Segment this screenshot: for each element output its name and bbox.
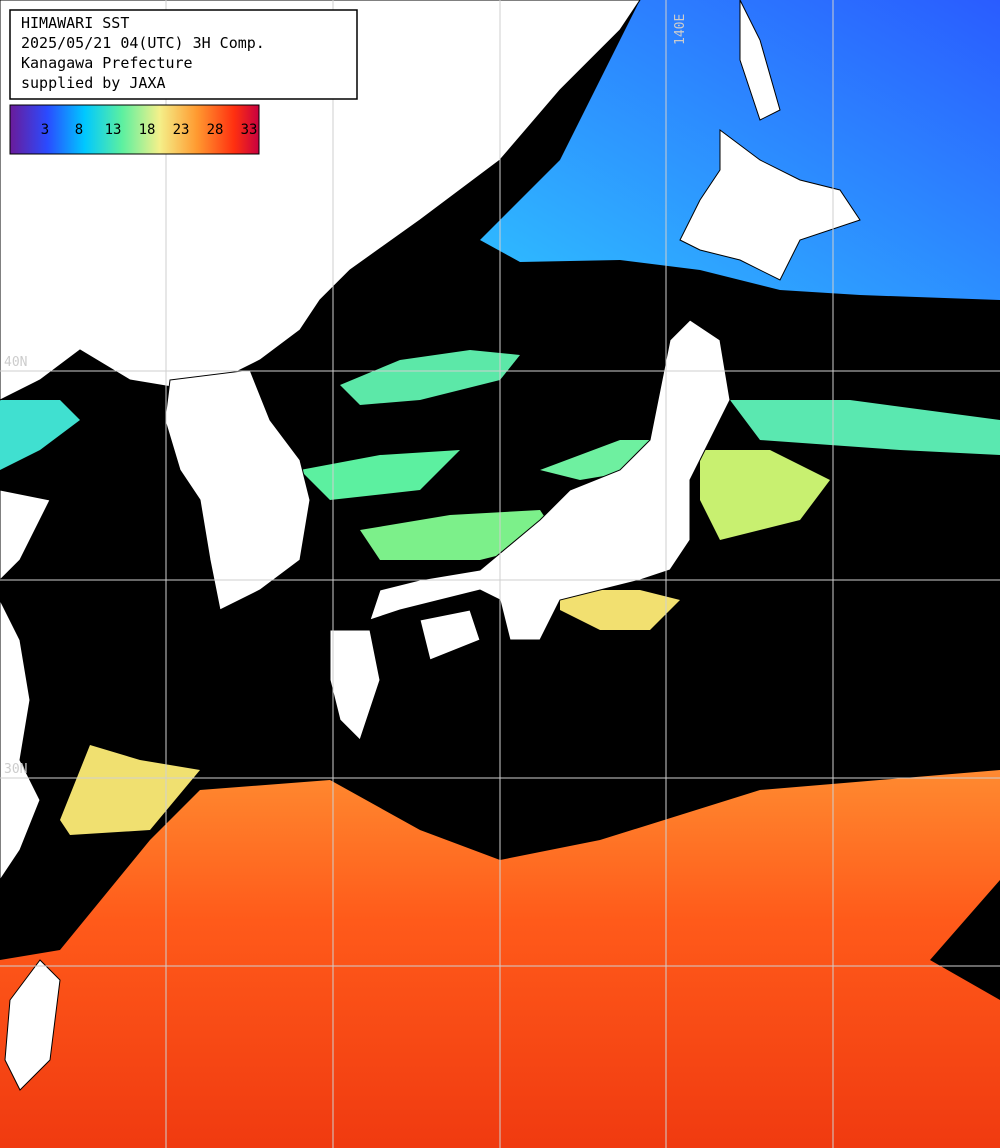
colorbar-label: 28: [207, 122, 224, 138]
sst-band: [0, 400, 80, 470]
land-shikoku: [419, 609, 481, 661]
sst-band: [300, 450, 460, 500]
longitude-label: 140E: [673, 14, 688, 45]
latitude-label: 30N: [4, 762, 27, 777]
land-honshu: [369, 319, 731, 641]
color-legend: 3 8 13 18 23 28 33: [9, 104, 260, 155]
header-background: [9, 9, 358, 100]
colorbar-label: 23: [173, 122, 190, 138]
colorbar-label: 13: [105, 122, 122, 138]
land-asia: [0, 0, 641, 401]
land-hokkaido: [679, 129, 861, 281]
land-china-coast: [0, 489, 51, 581]
header-line: supplied by JAXA: [21, 74, 166, 92]
colorbar-label: 3: [41, 122, 49, 138]
header-line: Kanagawa Prefecture: [21, 54, 193, 72]
sst-band: [560, 590, 680, 630]
colorbar-label: 33: [241, 122, 258, 138]
land-sakhalin: [739, 0, 781, 121]
land: [0, 0, 861, 1091]
sst-warm-west: [60, 745, 200, 835]
header-box: HIMAWARI SST 2025/05/21 04(UTC) 3H Comp.…: [9, 9, 358, 100]
sst-band: [700, 450, 830, 540]
colorbar-label: 8: [75, 122, 83, 138]
land-kyushu: [329, 629, 381, 741]
land-korea: [164, 369, 311, 611]
land-china-coast: [0, 599, 41, 881]
colorbar: [9, 104, 260, 155]
latitude-label: 40N: [4, 355, 27, 370]
sst-band: [730, 400, 1000, 455]
header-line: HIMAWARI SST: [21, 14, 129, 32]
colorbar-labels: 3 8 13 18 23 28 33: [41, 122, 258, 138]
sst-band: [340, 350, 520, 405]
land-taiwan: [4, 959, 61, 1091]
header-line: 2025/05/21 04(UTC) 3H Comp.: [21, 34, 265, 52]
colorbar-label: 18: [139, 122, 156, 138]
